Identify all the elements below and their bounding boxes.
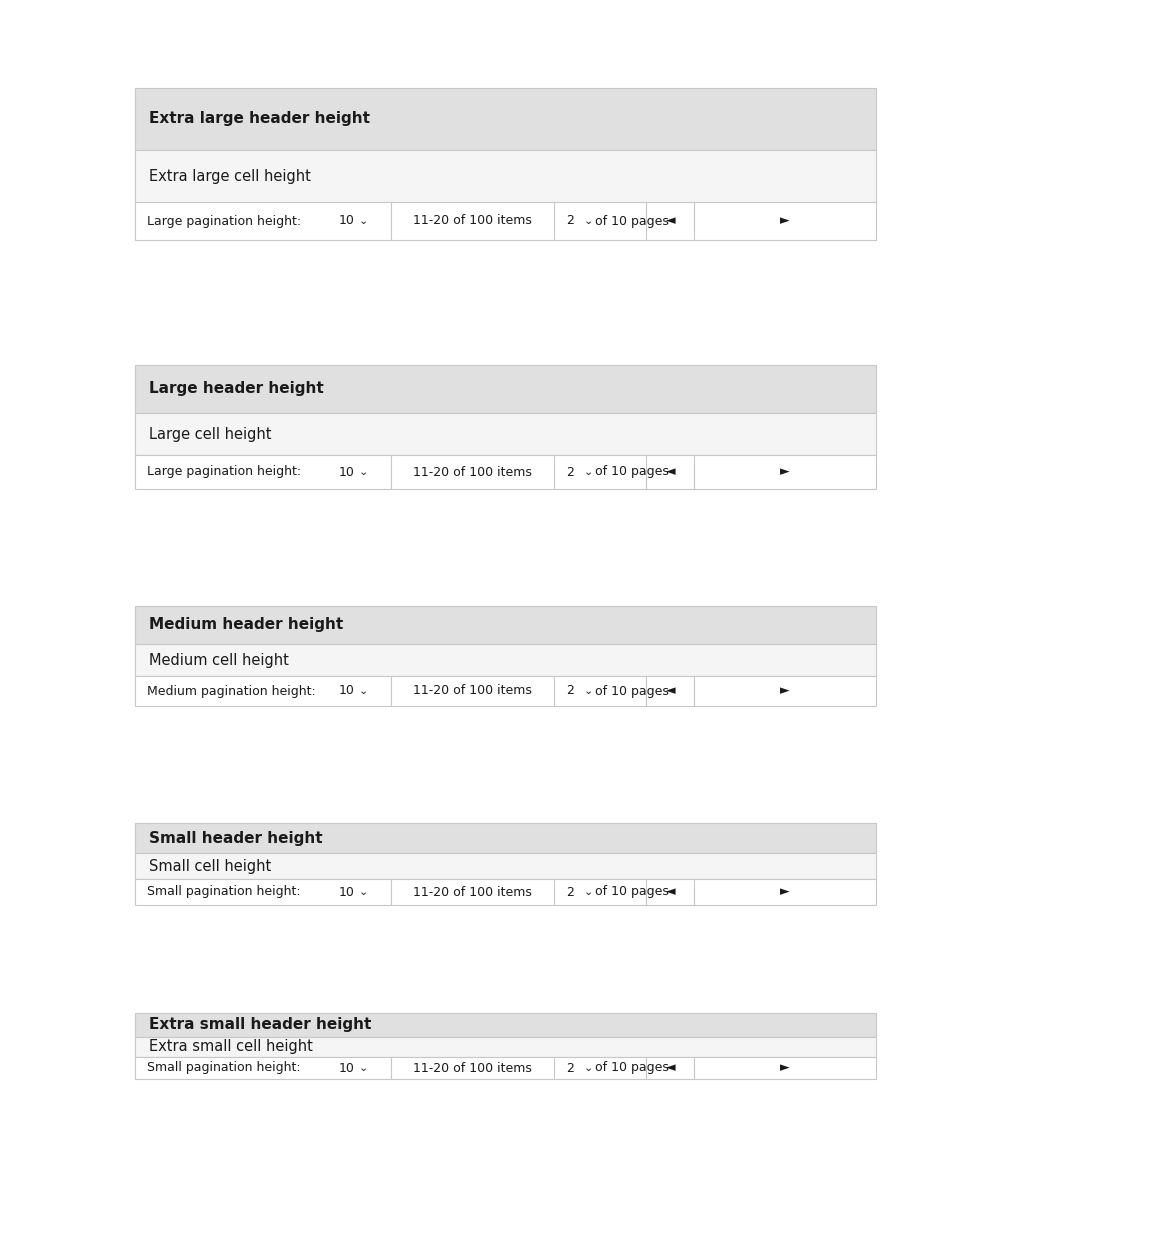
Text: 11-20 of 100 items: 11-20 of 100 items xyxy=(412,215,531,227)
Text: Extra small cell height: Extra small cell height xyxy=(149,1040,313,1055)
Bar xyxy=(135,455,876,489)
Text: 2: 2 xyxy=(566,685,574,697)
Text: ⌄: ⌄ xyxy=(584,216,593,226)
Text: ◄: ◄ xyxy=(666,1061,675,1074)
Text: Small pagination height:: Small pagination height: xyxy=(147,885,301,898)
Text: 10: 10 xyxy=(339,685,355,697)
Text: ⌄: ⌄ xyxy=(584,1063,593,1073)
Text: ⌄: ⌄ xyxy=(358,467,367,477)
Bar xyxy=(135,605,876,644)
Text: ⌄: ⌄ xyxy=(358,686,367,696)
Text: of 10 pages: of 10 pages xyxy=(594,466,669,479)
Bar xyxy=(135,1058,876,1079)
Text: ◄: ◄ xyxy=(666,466,675,479)
Text: 11-20 of 100 items: 11-20 of 100 items xyxy=(412,885,531,898)
Bar xyxy=(135,853,876,879)
Text: ⌄: ⌄ xyxy=(358,1063,367,1073)
Text: Extra large header height: Extra large header height xyxy=(149,112,370,127)
Bar xyxy=(135,88,876,149)
Text: ►: ► xyxy=(780,215,790,227)
Text: Extra small header height: Extra small header height xyxy=(149,1017,371,1032)
Text: 10: 10 xyxy=(339,466,355,479)
Text: 11-20 of 100 items: 11-20 of 100 items xyxy=(412,1061,531,1074)
Text: 2: 2 xyxy=(566,466,574,479)
Bar xyxy=(135,676,876,706)
Text: 10: 10 xyxy=(339,885,355,898)
Text: ◄: ◄ xyxy=(666,215,675,227)
Bar xyxy=(135,202,876,240)
Text: Medium cell height: Medium cell height xyxy=(149,653,289,667)
Text: ►: ► xyxy=(780,885,790,898)
Text: 11-20 of 100 items: 11-20 of 100 items xyxy=(412,685,531,697)
Bar xyxy=(135,879,876,906)
Bar xyxy=(135,644,876,676)
Text: 10: 10 xyxy=(339,1061,355,1074)
Text: Large pagination height:: Large pagination height: xyxy=(147,466,301,479)
Text: of 10 pages: of 10 pages xyxy=(594,885,669,898)
Text: Medium header height: Medium header height xyxy=(149,618,343,633)
Text: of 10 pages: of 10 pages xyxy=(594,215,669,227)
Text: ◄: ◄ xyxy=(666,885,675,898)
Text: of 10 pages: of 10 pages xyxy=(594,1061,669,1074)
Bar xyxy=(135,823,876,853)
Bar xyxy=(135,1014,876,1037)
Text: ⌄: ⌄ xyxy=(358,887,367,897)
Text: Medium pagination height:: Medium pagination height: xyxy=(147,685,316,697)
Text: 10: 10 xyxy=(339,215,355,227)
Text: ⌄: ⌄ xyxy=(584,686,593,696)
Text: Large pagination height:: Large pagination height: xyxy=(147,215,301,227)
Text: ⌄: ⌄ xyxy=(584,467,593,477)
Text: Small cell height: Small cell height xyxy=(149,859,271,873)
Text: 2: 2 xyxy=(566,1061,574,1074)
Text: ⌄: ⌄ xyxy=(358,216,367,226)
Text: Large header height: Large header height xyxy=(149,382,324,397)
Text: ►: ► xyxy=(780,685,790,697)
Text: ►: ► xyxy=(780,1061,790,1074)
Text: Small header height: Small header height xyxy=(149,830,323,845)
Bar xyxy=(135,365,876,413)
Bar xyxy=(135,1037,876,1058)
Text: ◄: ◄ xyxy=(666,685,675,697)
Text: of 10 pages: of 10 pages xyxy=(594,685,669,697)
Text: 2: 2 xyxy=(566,215,574,227)
Text: 2: 2 xyxy=(566,885,574,898)
Bar xyxy=(135,149,876,202)
Bar xyxy=(135,413,876,455)
Text: ⌄: ⌄ xyxy=(584,887,593,897)
Text: 11-20 of 100 items: 11-20 of 100 items xyxy=(412,466,531,479)
Text: Extra large cell height: Extra large cell height xyxy=(149,168,311,183)
Text: Small pagination height:: Small pagination height: xyxy=(147,1061,301,1074)
Text: ►: ► xyxy=(780,466,790,479)
Text: Large cell height: Large cell height xyxy=(149,427,272,442)
